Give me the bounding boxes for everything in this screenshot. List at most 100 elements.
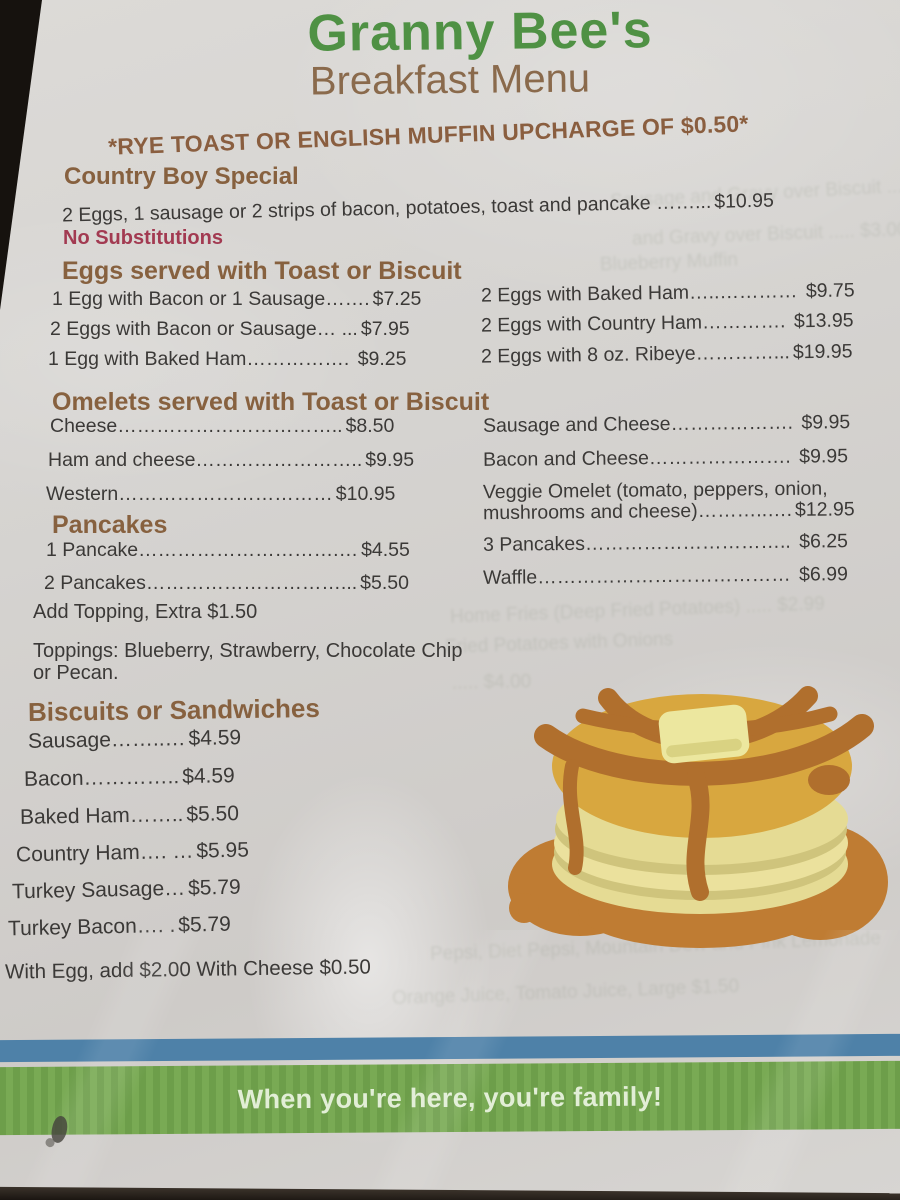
item-price: $19.95 — [792, 340, 853, 364]
tagline-text: When you're here, you're family! — [237, 1081, 663, 1114]
item-name: Sausage — [27, 728, 112, 753]
no-substitutions-note: No Substitutions — [63, 227, 223, 249]
menu-item: Western…………………………… $10.95 — [46, 483, 395, 506]
menu-item: 2 Eggs with Bacon or Sausage… ... $7.95 — [50, 318, 410, 341]
dot-leader: …. . — [136, 913, 176, 938]
dot-leader: …. … — [139, 839, 194, 864]
menu-item: 1 Egg with Bacon or 1 Sausage……. $7.25 — [52, 288, 421, 311]
dot-leader: ………………. — [670, 411, 799, 435]
ghost-text: Home Fries (Deep Fried Potatoes) ..... $… — [449, 593, 826, 628]
item-name: Cheese — [50, 415, 118, 437]
ghost-text: Blueberry Muffin — [599, 249, 739, 276]
item-price: $13.95 — [793, 309, 854, 333]
item-name: 1 Egg with Bacon or 1 Sausage — [52, 288, 326, 310]
menu-item: 2 Eggs with Baked Ham…..………… $9.75 — [481, 279, 855, 307]
item-name: Waffle — [482, 566, 538, 589]
section-heading-pancakes: Pancakes — [52, 511, 168, 539]
item-price: $4.59 — [188, 726, 242, 751]
item-name: 2 Eggs with 8 oz. Ribeye — [480, 342, 696, 368]
menu-item: 1 Egg with Baked Ham……………. $9.25 — [48, 348, 407, 371]
upcharge-note: *RYE TOAST OR ENGLISH MUFFIN UPCHARGE OF… — [107, 110, 749, 160]
menu-item: 2 Eggs with Country Ham…………. $13.95 — [481, 309, 854, 337]
item-price: $8.50 — [345, 415, 395, 437]
dot-leader: …………………………… — [118, 483, 333, 505]
menu-item: Bacon………….. $4.59 — [24, 764, 235, 792]
dot-leader: … ... — [316, 318, 358, 340]
dot-leader: ……..… — [110, 727, 186, 752]
menu-item: Waffle………………………………… $6.99 — [483, 563, 848, 590]
dot-leader: ……... — [650, 190, 712, 215]
dot-leader: ………………………………… — [537, 563, 797, 589]
item-price: $5.50 — [186, 802, 240, 827]
item-price: $4.59 — [182, 764, 235, 789]
menu-item: Sausage and Cheese………………. $9.95 — [483, 411, 850, 438]
dot-leader: ……………. — [246, 348, 355, 370]
dot-leader: ………..…. — [697, 499, 793, 522]
item-price: $5.50 — [360, 572, 409, 594]
menu-item: Baked Ham…….. $5.50 — [20, 802, 239, 830]
item-name: 2 Eggs with Baked Ham — [480, 281, 690, 307]
item-price: $9.75 — [805, 279, 855, 303]
dot-leader: ………………………….. — [584, 530, 797, 555]
item-price: $7.95 — [360, 318, 410, 340]
ghost-text: and Gravy over Biscuit ..... $3.00 — [631, 219, 900, 250]
item-name: 2 Eggs with Country Ham — [480, 311, 703, 337]
item-name: Turkey Sausage — [11, 877, 165, 904]
item-name: Country Ham — [15, 840, 140, 867]
item-price: $9.95 — [801, 411, 851, 434]
menu-item: Sausage……..… $4.59 — [28, 726, 242, 754]
dot-leader: …………………………... — [145, 572, 358, 594]
item-price: $5.79 — [187, 875, 241, 900]
item-price: $10.95 — [335, 483, 396, 505]
section-heading-country-boy-special: Country Boy Special — [64, 163, 299, 190]
item-price: $10.95 — [714, 189, 775, 213]
dot-leader: …………. — [701, 310, 792, 334]
topping-extra-note: Add Topping, Extra $1.50 — [33, 601, 258, 623]
dot-leader: ……. — [325, 288, 370, 310]
menu-item: 3 Pancakes………………………….. $6.25 — [483, 530, 848, 557]
menu-item: Turkey Bacon…. . $5.79 — [8, 913, 231, 942]
add-ons-note: With Egg, add $2.00 With Cheese $0.50 — [4, 955, 371, 984]
dot-leader: …………………………….. — [117, 415, 343, 437]
menu-item: 2 Pancakes…………………………... $5.50 — [44, 572, 409, 595]
menu-item: Turkey Sausage… $5.79 — [12, 876, 241, 905]
dot-leader: …….. — [129, 803, 184, 827]
item-price: $9.95 — [799, 445, 849, 468]
blue-stripe — [0, 1033, 900, 1063]
menu-title: Breakfast Menu — [309, 56, 591, 104]
item-name: Baked Ham — [19, 803, 130, 829]
item-name: Western — [46, 483, 119, 505]
item-name: 1 Pancake — [46, 539, 139, 561]
dot-leader: …………………….. — [195, 449, 363, 471]
item-price: $9.95 — [365, 449, 415, 471]
item-name: 2 Eggs, 1 sausage or 2 strips of bacon, … — [61, 192, 651, 227]
menu-item: Ham and cheese…………………….. $9.95 — [48, 449, 414, 472]
item-price: $5.79 — [178, 912, 232, 937]
item-price: $4.55 — [361, 539, 410, 561]
menu-item: 2 Eggs with 8 oz. Ribeye…………... $19.95 — [481, 340, 853, 368]
item-name: Turkey Bacon — [7, 914, 138, 941]
menu-item: Cheese…………………………….. $8.50 — [50, 415, 394, 438]
dot-leader: ………….. — [83, 765, 180, 790]
item-price: $5.95 — [196, 838, 250, 863]
menu-item: 2 Eggs, 1 sausage or 2 strips of bacon, … — [62, 190, 774, 228]
dot-leader: ………………………….… — [138, 539, 359, 561]
ghost-text: Orange Juice, Tomato Juice, Large $1.50 — [391, 975, 740, 1010]
menu-item: Veggie Omelet (tomato, peppers, onion, m… — [483, 478, 900, 525]
dot-leader: …………………. — [648, 445, 797, 470]
item-price: $6.99 — [798, 563, 849, 586]
item-price: $9.25 — [357, 348, 407, 370]
menu-item: 1 Pancake………………………….… $4.55 — [46, 539, 410, 562]
menu-item: Bacon and Cheese…………………. $9.95 — [483, 445, 848, 472]
toppings-list: Toppings: Blueberry, Strawberry, Chocola… — [33, 640, 463, 684]
item-price: $7.25 — [372, 288, 422, 310]
item-name: 2 Pancakes — [44, 572, 146, 594]
item-price: $6.25 — [799, 530, 849, 553]
item-name: Ham and cheese — [48, 449, 196, 471]
section-heading-omelets: Omelets served with Toast or Biscuit — [52, 388, 490, 416]
menu-item: Country Ham…. … $5.95 — [16, 839, 249, 868]
section-heading-biscuits: Biscuits or Sandwiches — [27, 692, 321, 728]
item-name: 1 Egg with Baked Ham — [48, 348, 247, 370]
